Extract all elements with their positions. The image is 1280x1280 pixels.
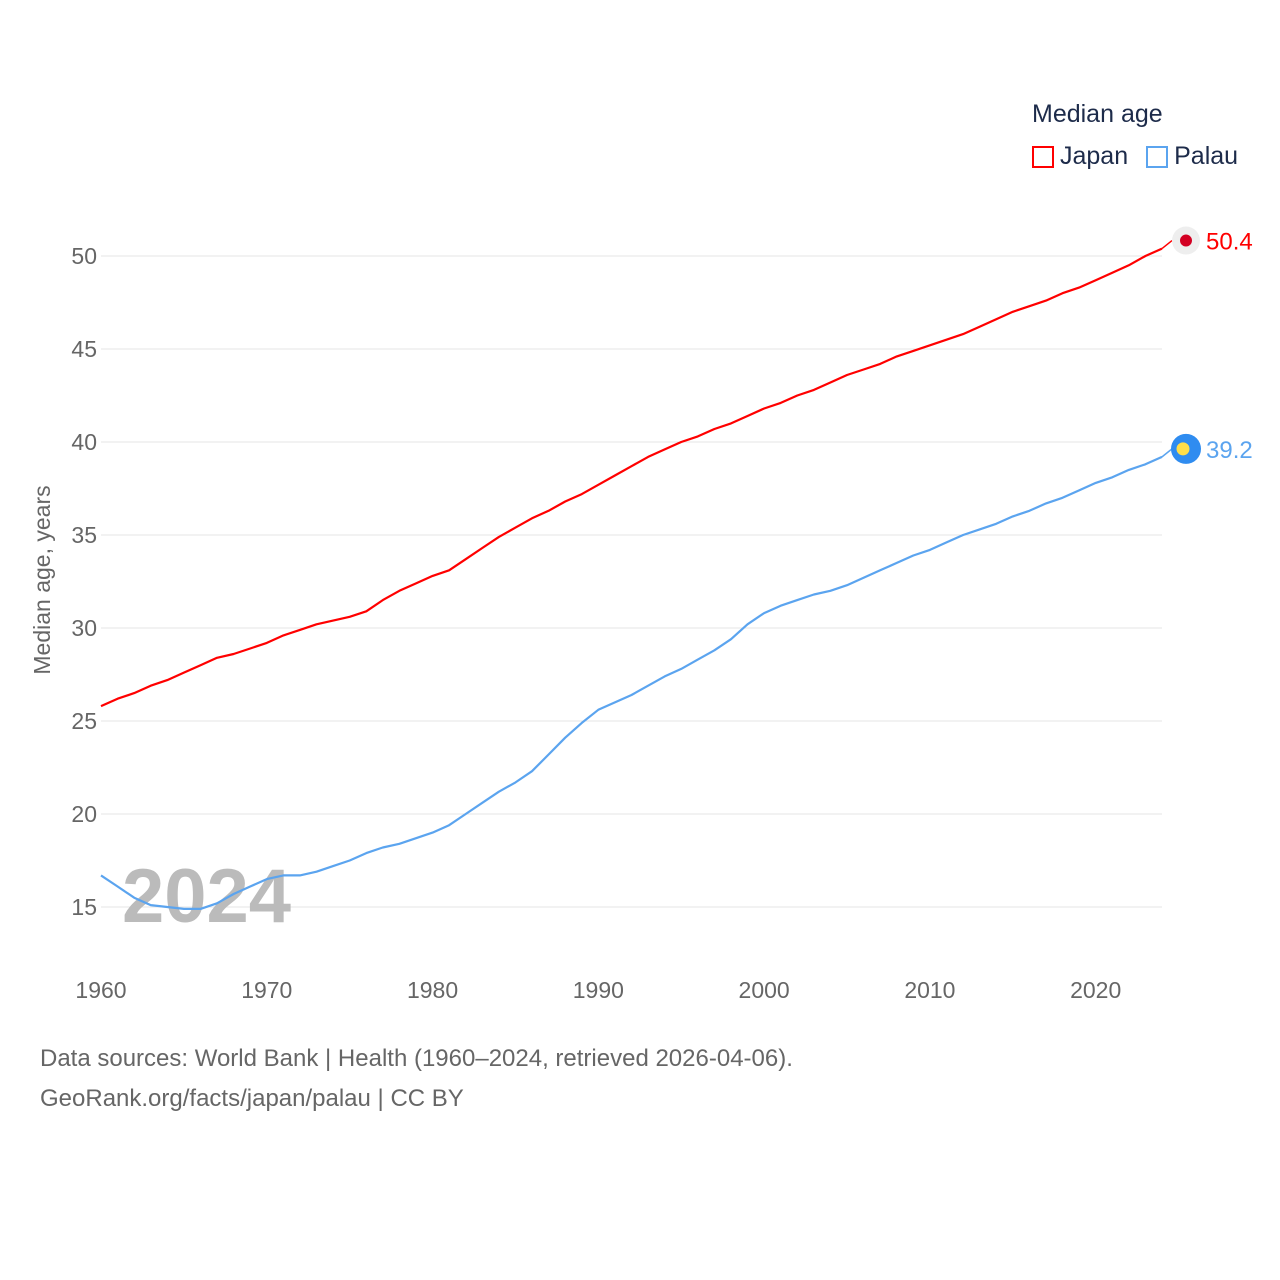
data-sources: Data sources: World Bank | Health (1960–…	[40, 1045, 793, 1072]
y-tick-label: 20	[71, 801, 97, 827]
x-tick-label: 2020	[1070, 977, 1121, 1003]
end-value-label-japan: 50.4	[1206, 229, 1253, 256]
series-line-japan	[100, 247, 1163, 708]
legend-label-japan: Japan	[1060, 142, 1129, 170]
y-tick-label: 35	[71, 522, 97, 548]
series-line-palau	[100, 455, 1163, 911]
legend-swatch-japan	[1032, 145, 1054, 168]
y-axis-label: Median age, years	[29, 485, 55, 674]
japan-flag-dot	[1180, 234, 1192, 247]
x-tick-label: 1970	[241, 977, 292, 1003]
x-tick-label: 1980	[407, 977, 458, 1003]
y-tick-label: 45	[71, 336, 97, 362]
legend-title: Median age	[1032, 100, 1163, 128]
x-tick-label: 2000	[739, 977, 790, 1003]
legend-item-japan[interactable]: Japan	[1032, 142, 1128, 171]
x-tick-label: 2010	[904, 977, 955, 1003]
x-tick-label: 1960	[75, 977, 126, 1003]
legend-swatch-palau	[1146, 145, 1169, 168]
credit-link[interactable]: GeoRank.org/facts/japan/palau | CC BY	[40, 1085, 464, 1112]
palau-flag-dot	[1176, 442, 1190, 456]
year-watermark: 2024	[122, 854, 291, 939]
x-tick-label: 1990	[573, 977, 624, 1003]
legend: Japan Palau	[1032, 142, 1238, 171]
end-connector	[1161, 239, 1173, 250]
end-value-label-palau: 39.2	[1206, 437, 1253, 464]
y-tick-label: 50	[71, 243, 97, 269]
legend-item-palau[interactable]: Palau	[1146, 142, 1238, 171]
y-tick-label: 15	[71, 894, 97, 920]
end-connector	[1161, 448, 1173, 458]
y-tick-label: 30	[71, 615, 97, 641]
y-tick-label: 25	[71, 708, 97, 734]
y-tick-label: 40	[71, 429, 97, 455]
legend-label-palau: Palau	[1174, 142, 1239, 170]
